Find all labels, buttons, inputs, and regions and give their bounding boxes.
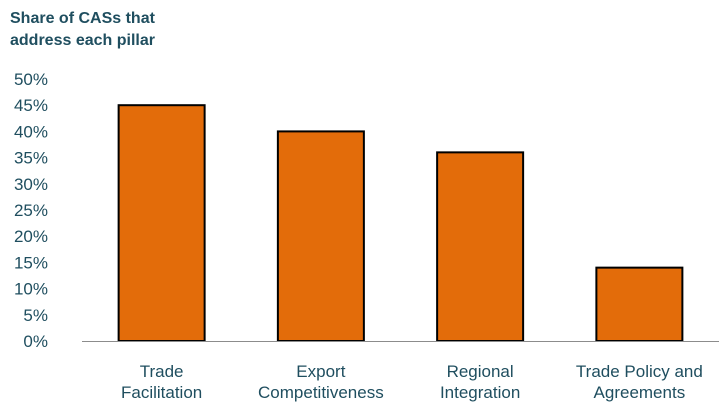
x-category-label: Regional — [447, 362, 514, 381]
y-tick-label: 35% — [14, 149, 48, 168]
chart-title-line-2: address each pillar — [10, 32, 155, 49]
x-category-label: Trade Policy and — [576, 362, 703, 381]
bar — [276, 130, 365, 342]
bar — [117, 104, 206, 342]
y-tick-label: 20% — [14, 227, 48, 246]
chart-title-line-1: Share of CASs that — [10, 10, 155, 27]
bar — [595, 266, 684, 343]
y-axis-ticks: 0% 5% 10% 15% 20% 25% 30% 35% 40% 45% 50% — [14, 70, 48, 351]
y-tick-label: 50% — [14, 70, 48, 89]
y-tick-label: 15% — [14, 253, 48, 272]
y-tick-label: 5% — [23, 306, 48, 325]
y-tick-label: 0% — [23, 332, 48, 351]
y-tick-label: 30% — [14, 175, 48, 194]
bar — [436, 151, 525, 342]
y-tick-label: 25% — [14, 201, 48, 220]
y-tick-label: 40% — [14, 122, 48, 141]
y-tick-label: 45% — [14, 96, 48, 115]
x-category-label: Competitiveness — [258, 383, 384, 402]
bars — [117, 104, 684, 343]
y-tick-label: 10% — [14, 280, 48, 299]
x-axis-category-labels: Trade Facilitation Export Competitiveness Re… — [121, 362, 703, 402]
x-category-label: Integration — [440, 383, 520, 402]
x-category-label: Agreements — [594, 383, 686, 402]
chart-title: Share of CASs that address each pillar — [10, 8, 270, 52]
x-category-label: Export — [296, 362, 345, 381]
x-category-label: Facilitation — [121, 383, 202, 402]
x-category-label: Trade — [140, 362, 184, 381]
